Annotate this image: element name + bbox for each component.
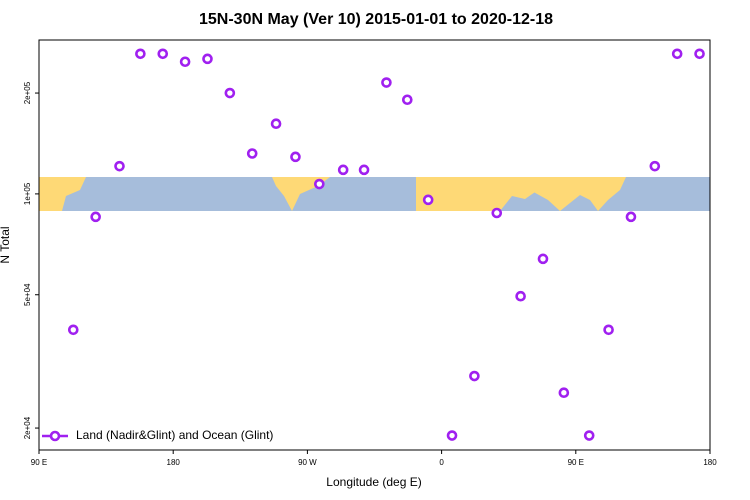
x-tick-label: 90 E (568, 458, 584, 467)
map-strip (39, 177, 710, 211)
x-tick-label: 180 (703, 458, 717, 467)
x-tick-label: 0 (439, 458, 444, 467)
point (402, 94, 413, 106)
point (537, 253, 549, 265)
point (90, 211, 101, 223)
point (246, 148, 258, 159)
y-tick-label: 2e+05 (23, 81, 32, 104)
x-tick-label: 180 (167, 458, 181, 467)
x-tick-label: 90 W (298, 458, 317, 467)
y-tick-label: 5e+04 (23, 283, 32, 306)
point (290, 151, 301, 163)
point (694, 48, 705, 60)
point (67, 324, 79, 336)
point (114, 160, 125, 172)
point (603, 324, 614, 336)
point (314, 178, 325, 190)
point (157, 48, 169, 60)
point (671, 48, 683, 60)
point (446, 430, 458, 441)
point (422, 194, 434, 206)
y-tick-label: 1e+05 (23, 182, 32, 205)
point (179, 56, 191, 68)
point (381, 77, 392, 88)
point (337, 164, 349, 176)
point (515, 290, 526, 302)
point (469, 370, 480, 382)
point (358, 164, 370, 176)
point (135, 48, 146, 60)
x-tick-label: 90 E (31, 458, 47, 467)
point (625, 211, 637, 223)
legend-marker (49, 430, 61, 442)
y-axis-label: N Total (0, 226, 12, 263)
point (224, 87, 236, 99)
legend-label: Land (Nadir&Glint) and Ocean (Glint) (76, 428, 273, 442)
point (491, 207, 503, 219)
chart-title: 15N-30N May (Ver 10) 2015-01-01 to 2020-… (199, 11, 553, 28)
x-axis-label: Longitude (deg E) (326, 475, 421, 489)
point (202, 53, 213, 65)
point (649, 160, 661, 172)
point (270, 118, 282, 130)
point (583, 430, 595, 441)
plot-frame (38, 39, 711, 451)
y-tick-label: 2e+04 (23, 416, 32, 439)
point (558, 387, 570, 399)
